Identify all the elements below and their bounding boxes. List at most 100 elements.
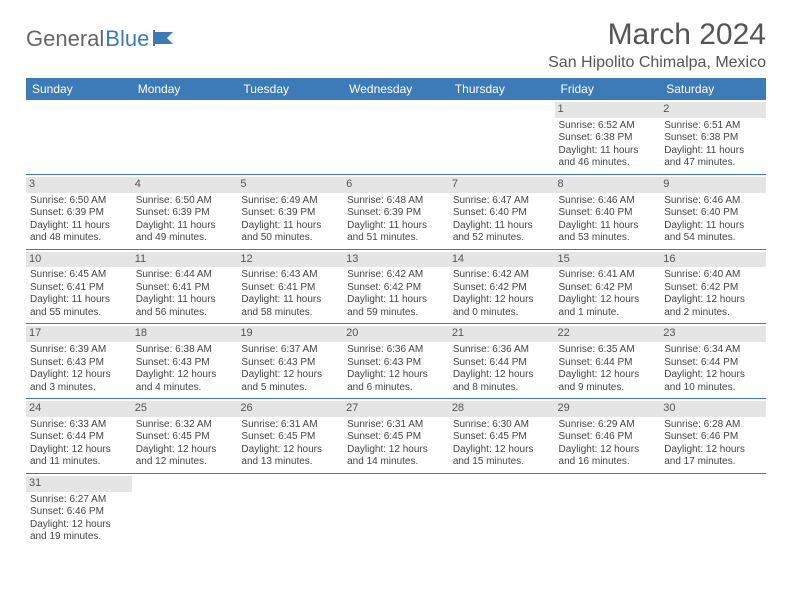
day-info: Sunrise: 6:33 AMSunset: 6:44 PMDaylight:…: [30, 419, 128, 469]
day-info: Sunrise: 6:36 AMSunset: 6:43 PMDaylight:…: [347, 344, 445, 394]
day-info: Sunrise: 6:30 AMSunset: 6:45 PMDaylight:…: [453, 419, 551, 469]
sunrise-text: Sunrise: 6:27 AM: [30, 494, 128, 507]
day-number: 27: [343, 401, 449, 417]
daylight-text: Daylight: 11 hours and 54 minutes.: [664, 220, 762, 245]
sunset-text: Sunset: 6:45 PM: [136, 431, 234, 444]
daylight-text: Daylight: 11 hours and 49 minutes.: [136, 220, 234, 245]
day-info: Sunrise: 6:47 AMSunset: 6:40 PMDaylight:…: [453, 195, 551, 245]
day-number: 8: [555, 177, 661, 193]
sunset-text: Sunset: 6:43 PM: [30, 357, 128, 370]
sunrise-text: Sunrise: 6:45 AM: [30, 269, 128, 282]
calendar-day-cell: 29Sunrise: 6:29 AMSunset: 6:46 PMDayligh…: [555, 399, 661, 474]
day-number: 13: [343, 252, 449, 268]
sunrise-text: Sunrise: 6:44 AM: [136, 269, 234, 282]
day-number: 3: [26, 177, 132, 193]
day-number: 4: [132, 177, 238, 193]
day-info: Sunrise: 6:51 AMSunset: 6:38 PMDaylight:…: [664, 120, 762, 170]
daylight-text: Daylight: 11 hours and 46 minutes.: [559, 145, 657, 170]
day-info: Sunrise: 6:42 AMSunset: 6:42 PMDaylight:…: [453, 269, 551, 319]
day-info: Sunrise: 6:52 AMSunset: 6:38 PMDaylight:…: [559, 120, 657, 170]
sunrise-text: Sunrise: 6:49 AM: [241, 195, 339, 208]
weekday-header: Thursday: [449, 78, 555, 100]
calendar-day-cell: 14Sunrise: 6:42 AMSunset: 6:42 PMDayligh…: [449, 249, 555, 324]
calendar-week-row: 17Sunrise: 6:39 AMSunset: 6:43 PMDayligh…: [26, 324, 766, 399]
calendar-day-cell: 18Sunrise: 6:38 AMSunset: 6:43 PMDayligh…: [132, 324, 238, 399]
sunset-text: Sunset: 6:41 PM: [241, 282, 339, 295]
sunset-text: Sunset: 6:46 PM: [559, 431, 657, 444]
sunrise-text: Sunrise: 6:40 AM: [664, 269, 762, 282]
logo: General Blue: [26, 26, 175, 52]
sunrise-text: Sunrise: 6:33 AM: [30, 419, 128, 432]
daylight-text: Daylight: 12 hours and 3 minutes.: [30, 369, 128, 394]
calendar-header-row: SundayMondayTuesdayWednesdayThursdayFrid…: [26, 78, 766, 100]
daylight-text: Daylight: 12 hours and 17 minutes.: [664, 444, 762, 469]
sunset-text: Sunset: 6:44 PM: [559, 357, 657, 370]
day-number: 29: [555, 401, 661, 417]
day-number: 6: [343, 177, 449, 193]
day-info: Sunrise: 6:46 AMSunset: 6:40 PMDaylight:…: [664, 195, 762, 245]
calendar-empty-cell: [26, 100, 132, 174]
daylight-text: Daylight: 11 hours and 55 minutes.: [30, 294, 128, 319]
day-info: Sunrise: 6:42 AMSunset: 6:42 PMDaylight:…: [347, 269, 445, 319]
calendar-day-cell: 31 Sunrise: 6:27 AMSunset: 6:46 PMDayligh…: [26, 473, 132, 547]
calendar-day-cell: 8Sunrise: 6:46 AMSunset: 6:40 PMDaylight…: [555, 174, 661, 249]
calendar-day-cell: 19Sunrise: 6:37 AMSunset: 6:43 PMDayligh…: [237, 324, 343, 399]
sunset-text: Sunset: 6:43 PM: [241, 357, 339, 370]
sunset-text: Sunset: 6:39 PM: [136, 207, 234, 220]
sunset-text: Sunset: 6:38 PM: [664, 132, 762, 145]
day-number: 10: [26, 252, 132, 268]
day-info: Sunrise: 6:38 AMSunset: 6:43 PMDaylight:…: [136, 344, 234, 394]
day-info: Sunrise: 6:35 AMSunset: 6:44 PMDaylight:…: [559, 344, 657, 394]
day-info: Sunrise: 6:49 AMSunset: 6:39 PMDaylight:…: [241, 195, 339, 245]
day-info: Sunrise: 6:27 AMSunset: 6:46 PMDaylight:…: [30, 494, 128, 544]
sunset-text: Sunset: 6:46 PM: [30, 506, 128, 519]
sunrise-text: Sunrise: 6:43 AM: [241, 269, 339, 282]
logo-flag-icon: [153, 30, 175, 46]
daylight-text: Daylight: 12 hours and 15 minutes.: [453, 444, 551, 469]
weekday-header: Sunday: [26, 78, 132, 100]
calendar-day-cell: 16Sunrise: 6:40 AMSunset: 6:42 PMDayligh…: [660, 249, 766, 324]
sunrise-text: Sunrise: 6:48 AM: [347, 195, 445, 208]
daylight-text: Daylight: 12 hours and 16 minutes.: [559, 444, 657, 469]
day-info: Sunrise: 6:36 AMSunset: 6:44 PMDaylight:…: [453, 344, 551, 394]
sunrise-text: Sunrise: 6:41 AM: [559, 269, 657, 282]
day-number: 20: [343, 326, 449, 342]
sunset-text: Sunset: 6:45 PM: [347, 431, 445, 444]
daylight-text: Daylight: 12 hours and 14 minutes.: [347, 444, 445, 469]
daylight-text: Daylight: 12 hours and 6 minutes.: [347, 369, 445, 394]
sunrise-text: Sunrise: 6:30 AM: [453, 419, 551, 432]
sunset-text: Sunset: 6:42 PM: [347, 282, 445, 295]
day-info: Sunrise: 6:31 AMSunset: 6:45 PMDaylight:…: [241, 419, 339, 469]
calendar-day-cell: 4Sunrise: 6:50 AMSunset: 6:39 PMDaylight…: [132, 174, 238, 249]
sunset-text: Sunset: 6:40 PM: [453, 207, 551, 220]
calendar-empty-cell: [660, 473, 766, 547]
day-number: 26: [237, 401, 343, 417]
sunset-text: Sunset: 6:42 PM: [453, 282, 551, 295]
day-info: Sunrise: 6:50 AMSunset: 6:39 PMDaylight:…: [30, 195, 128, 245]
day-number: 31: [26, 476, 132, 492]
calendar-empty-cell: [132, 473, 238, 547]
calendar-day-cell: 23Sunrise: 6:34 AMSunset: 6:44 PMDayligh…: [660, 324, 766, 399]
calendar-day-cell: 12Sunrise: 6:43 AMSunset: 6:41 PMDayligh…: [237, 249, 343, 324]
weekday-header: Monday: [132, 78, 238, 100]
sunrise-text: Sunrise: 6:52 AM: [559, 120, 657, 133]
day-number: 17: [26, 326, 132, 342]
calendar-empty-cell: [343, 473, 449, 547]
sunset-text: Sunset: 6:39 PM: [347, 207, 445, 220]
weekday-header: Tuesday: [237, 78, 343, 100]
month-title: March 2024: [548, 18, 766, 52]
weekday-header: Wednesday: [343, 78, 449, 100]
day-info: Sunrise: 6:43 AMSunset: 6:41 PMDaylight:…: [241, 269, 339, 319]
day-number: 21: [449, 326, 555, 342]
daylight-text: Daylight: 11 hours and 47 minutes.: [664, 145, 762, 170]
daylight-text: Daylight: 12 hours and 11 minutes.: [30, 444, 128, 469]
day-info: Sunrise: 6:44 AMSunset: 6:41 PMDaylight:…: [136, 269, 234, 319]
logo-text-blue: Blue: [105, 26, 149, 52]
day-number: 15: [555, 252, 661, 268]
sunrise-text: Sunrise: 6:35 AM: [559, 344, 657, 357]
calendar-week-row: 24Sunrise: 6:33 AMSunset: 6:44 PMDayligh…: [26, 399, 766, 474]
daylight-text: Daylight: 11 hours and 51 minutes.: [347, 220, 445, 245]
sunset-text: Sunset: 6:41 PM: [30, 282, 128, 295]
sunset-text: Sunset: 6:44 PM: [664, 357, 762, 370]
calendar-day-cell: 13Sunrise: 6:42 AMSunset: 6:42 PMDayligh…: [343, 249, 449, 324]
